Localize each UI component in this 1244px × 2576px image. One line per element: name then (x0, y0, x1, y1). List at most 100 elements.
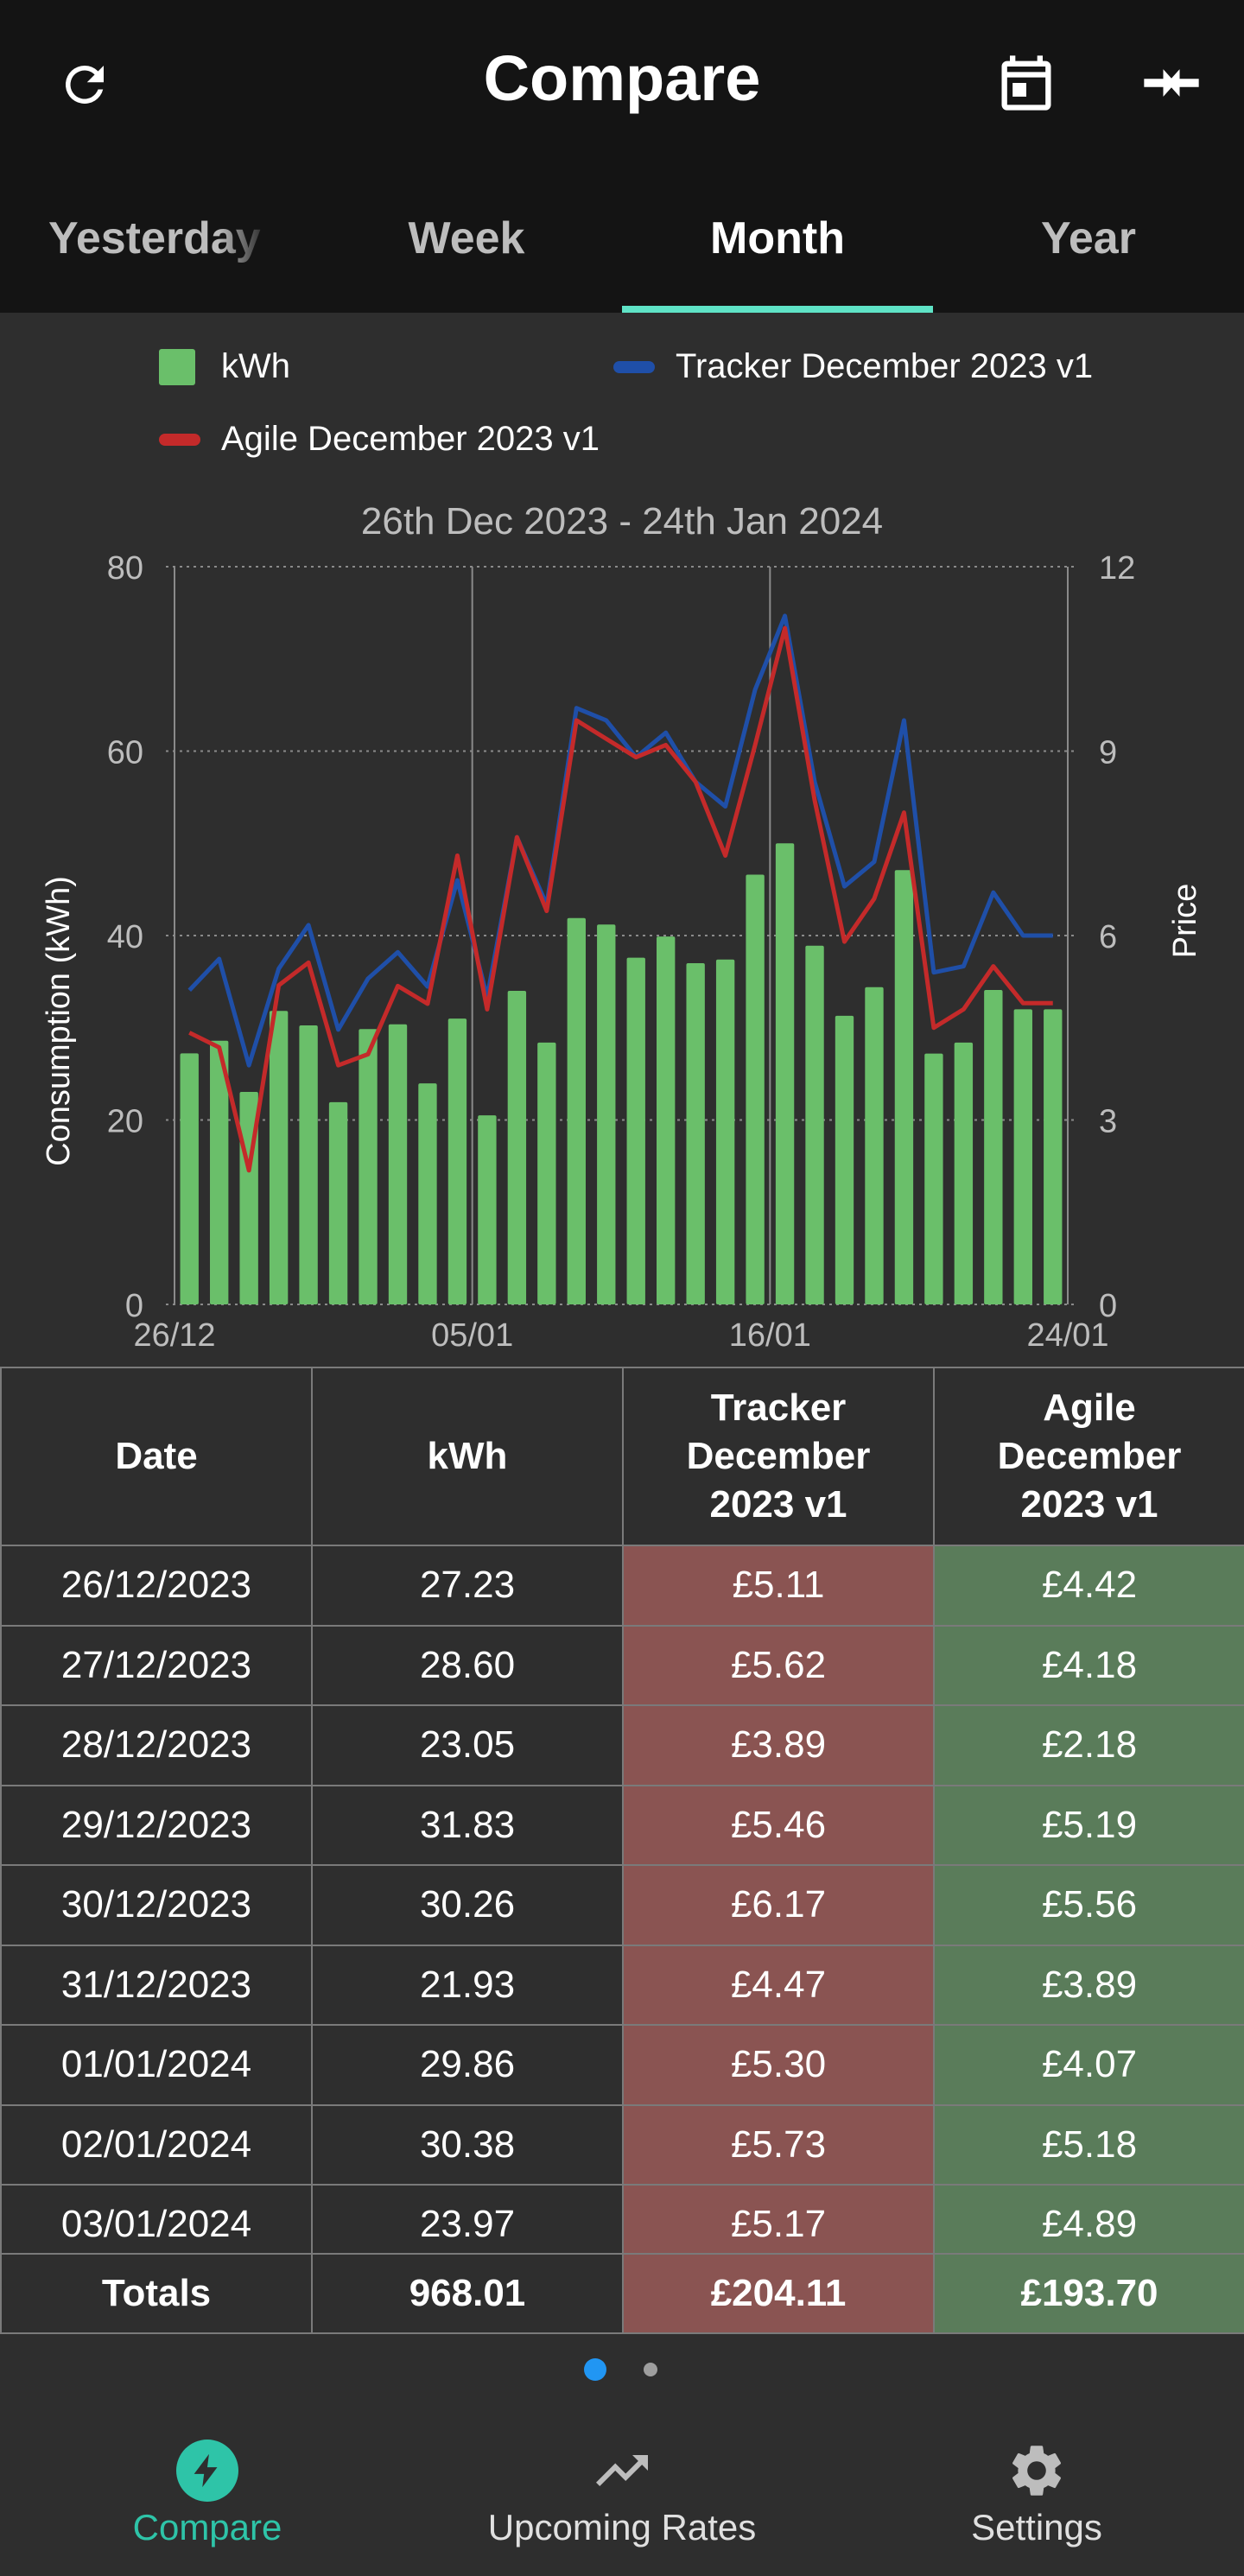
cell-agile: £4.89 (933, 2184, 1244, 2253)
table-row[interactable]: 28/12/2023 23.05 £3.89 £2.18 (0, 1704, 1244, 1786)
header-agile-label: Agile December 2023 v1 (997, 1386, 1182, 1526)
tab-label: Month (710, 213, 845, 263)
bar (447, 1018, 467, 1304)
cell-kwh: 31.83 (311, 1784, 624, 1866)
nav-label: Compare (132, 2507, 282, 2547)
tab-label: Year (1041, 213, 1136, 263)
tab-label: Yesterday (48, 213, 261, 263)
cell-date: 30/12/2023 (0, 1864, 313, 1946)
y-axis-label: Consumption (kWh) (41, 876, 77, 1166)
tab-month[interactable]: Month (622, 164, 933, 313)
cell-agile: £5.19 (933, 1784, 1244, 1866)
bar (835, 1015, 854, 1304)
cell-kwh: 23.97 (311, 2184, 624, 2253)
bar (924, 1053, 943, 1304)
table-row[interactable]: 31/12/2023 21.93 £4.47 £3.89 (0, 1944, 1244, 2026)
cell-tracker: £5.73 (622, 2103, 935, 2186)
cell-date: 29/12/2023 (0, 1784, 313, 1866)
header-tracker-label: Tracker December 2023 v1 (686, 1386, 871, 1526)
nav-compare[interactable]: Compare (0, 2393, 415, 2576)
x-tick-label: 26/12 (133, 1317, 215, 1354)
y2-tick-label: 9 (1099, 735, 1117, 771)
header-date[interactable]: Date (0, 1367, 313, 1546)
nav-upcoming-rates[interactable]: Upcoming Rates (415, 2393, 829, 2576)
cell-kwh: 30.38 (311, 2103, 624, 2186)
cell-kwh: 30.26 (311, 1864, 624, 1946)
gear-icon (1006, 2440, 1068, 2502)
y-tick-label: 40 (107, 919, 143, 955)
table-row[interactable]: 26/12/2023 27.23 £5.11 £4.42 (0, 1545, 1244, 1627)
trending-up-icon (591, 2440, 653, 2502)
bottom-nav: Compare Upcoming Rates Settings (0, 2393, 1244, 2576)
legend-label: Agile December 2023 v1 (221, 420, 600, 458)
app-bar: Compare (0, 0, 1244, 164)
table-row[interactable]: 27/12/2023 28.60 £5.62 £4.18 (0, 1624, 1244, 1706)
nav-label: Settings (971, 2507, 1102, 2547)
nav-label: Upcoming Rates (487, 2507, 757, 2547)
y2-tick-label: 12 (1099, 550, 1135, 587)
bar (328, 1101, 348, 1304)
x-tick-label: 05/01 (431, 1317, 513, 1354)
compare-arrows-icon[interactable] (1128, 40, 1215, 126)
y-tick-label: 0 (125, 1288, 143, 1324)
table-row[interactable]: 02/01/2024 30.38 £5.73 £5.18 (0, 2103, 1244, 2186)
table-row[interactable]: 03/01/2024 23.97 £5.17 £4.89 (0, 2184, 1244, 2253)
cell-agile: £3.89 (933, 1944, 1244, 2026)
cell-agile: £4.18 (933, 1624, 1244, 1706)
tab-week[interactable]: Week (311, 164, 622, 313)
cell-kwh: 29.86 (311, 2024, 624, 2106)
series-line (187, 613, 1053, 1068)
table-row[interactable]: 30/12/2023 30.26 £6.17 £5.56 (0, 1864, 1244, 1946)
legend-swatch (159, 433, 200, 446)
bar (1013, 1009, 1032, 1304)
header-kwh[interactable]: kWh (311, 1367, 624, 1546)
bar (359, 1029, 378, 1304)
legend-tracker[interactable]: Tracker December 2023 v1 (613, 347, 1093, 386)
page-indicator (0, 2358, 1244, 2382)
header-agile[interactable]: Agile December 2023 v1 (933, 1367, 1244, 1546)
tab-yesterday[interactable]: Yesterday (0, 164, 311, 313)
bar-series (180, 843, 1063, 1304)
bar (626, 957, 645, 1304)
legend-agile[interactable]: Agile December 2023 v1 (159, 420, 600, 459)
bar (805, 945, 824, 1304)
tab-bar: Yesterday Week Month Year (0, 164, 1244, 313)
bar (418, 1083, 437, 1304)
totals-row-wrap: Totals 968.01 £204.11 £193.70 (0, 2253, 1244, 2334)
legend-label: Tracker December 2023 v1 (676, 347, 1094, 385)
calendar-icon[interactable] (983, 40, 1069, 126)
totals-row: Totals 968.01 £204.11 £193.70 (0, 2253, 1244, 2334)
header-tracker[interactable]: Tracker December 2023 v1 (622, 1367, 935, 1546)
x-tick-label: 24/01 (1026, 1317, 1108, 1354)
legend-label: kWh (221, 347, 290, 385)
y2-tick-label: 6 (1099, 919, 1117, 955)
bolt-icon (176, 2440, 238, 2502)
table-body-scroll[interactable]: 26/12/2023 27.23 £5.11 £4.42 27/12/2023 28.60… (0, 1545, 1244, 2253)
legend-kwh[interactable]: kWh (159, 347, 290, 386)
bar (984, 989, 1003, 1304)
bar (954, 1042, 974, 1304)
page-dot[interactable] (644, 2363, 657, 2376)
bar (210, 1040, 229, 1304)
table-row[interactable]: 29/12/2023 31.83 £5.46 £5.19 (0, 1784, 1244, 1866)
table-row[interactable]: 01/01/2024 29.86 £5.30 £4.07 (0, 2024, 1244, 2106)
bar (657, 936, 676, 1304)
cell-agile: £2.18 (933, 1704, 1244, 1786)
totals-kwh: 968.01 (311, 2253, 624, 2334)
nav-settings[interactable]: Settings (829, 2393, 1244, 2576)
bar (269, 1011, 289, 1304)
axis-ticks: 0 0 20 3 40 6 60 9 80 12 26/12 05/01 16/01 24/01 (107, 550, 1136, 1354)
bar (299, 1025, 318, 1304)
cell-date: 26/12/2023 (0, 1545, 313, 1627)
bar (865, 987, 884, 1304)
y-tick-label: 80 (107, 550, 143, 587)
cell-tracker: £3.89 (622, 1704, 935, 1786)
cell-date: 02/01/2024 (0, 2103, 313, 2186)
cell-agile: £4.07 (933, 2024, 1244, 2106)
tab-year[interactable]: Year (933, 164, 1244, 313)
cell-tracker: £5.11 (622, 1545, 935, 1627)
cell-agile: £4.42 (933, 1545, 1244, 1627)
page-dot-active[interactable] (584, 2358, 606, 2381)
cell-kwh: 28.60 (311, 1624, 624, 1706)
cell-tracker: £4.47 (622, 1944, 935, 2026)
